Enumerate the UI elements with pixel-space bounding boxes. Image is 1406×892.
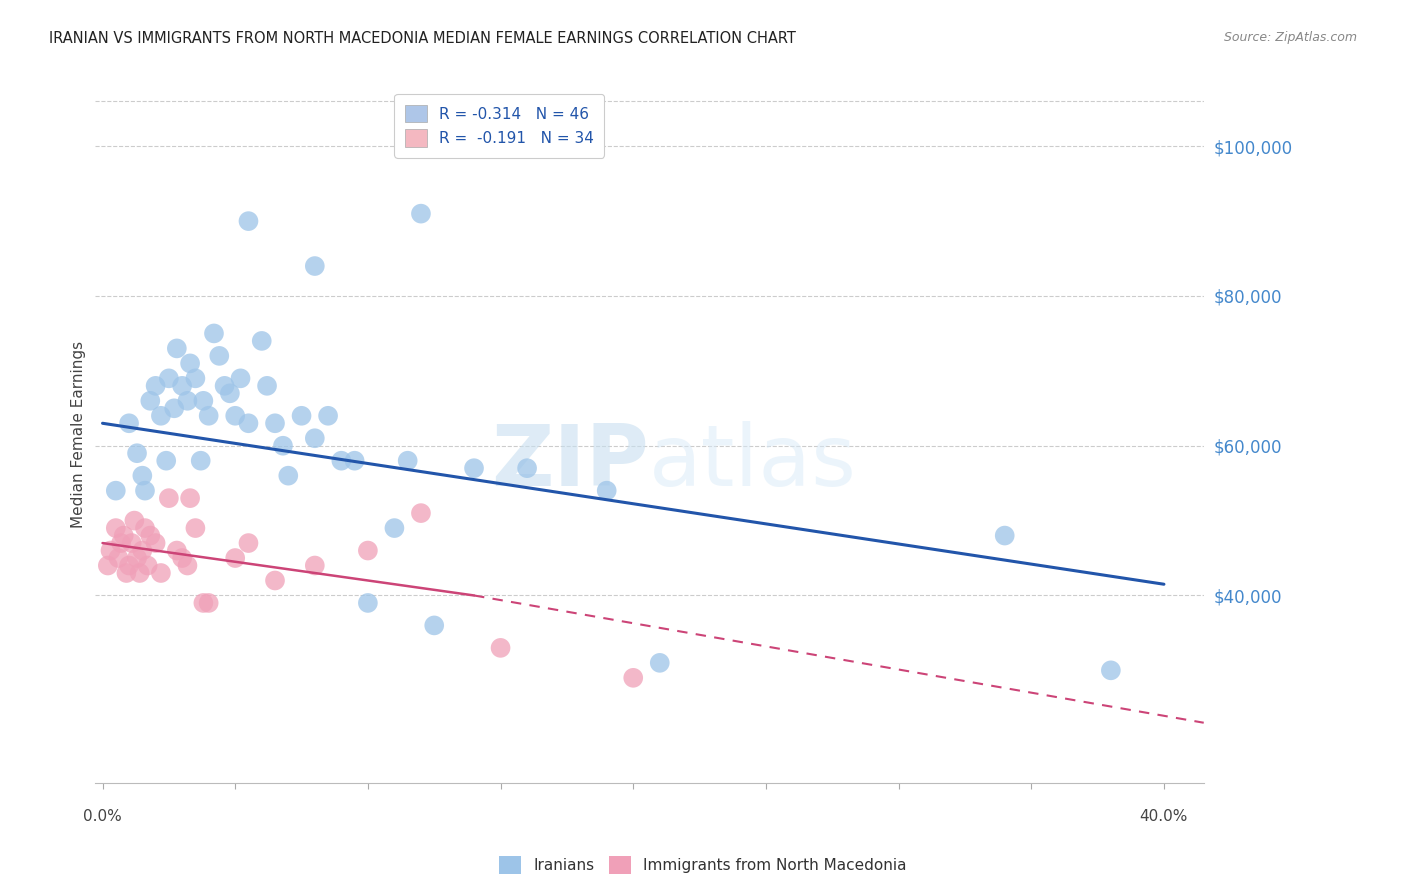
Point — [316, 409, 339, 423]
Point — [131, 468, 153, 483]
Text: IRANIAN VS IMMIGRANTS FROM NORTH MACEDONIA MEDIAN FEMALE EARNINGS CORRELATION CH: IRANIAN VS IMMIGRANTS FROM NORTH MACEDON… — [49, 31, 796, 46]
Point — [104, 483, 127, 498]
Text: atlas: atlas — [650, 421, 858, 504]
Point — [176, 558, 198, 573]
Point — [184, 521, 207, 535]
Point — [134, 483, 156, 498]
Point — [516, 461, 538, 475]
Text: ZIP: ZIP — [492, 421, 650, 504]
Point — [110, 536, 132, 550]
Point — [149, 566, 172, 580]
Point — [304, 431, 326, 445]
Point — [112, 528, 135, 542]
Point — [489, 640, 512, 655]
Point — [136, 558, 159, 573]
Point — [264, 417, 287, 431]
Point — [409, 207, 432, 221]
Point — [197, 596, 219, 610]
Point — [125, 446, 148, 460]
Point — [208, 349, 231, 363]
Point — [139, 528, 162, 542]
Legend: Iranians, Immigrants from North Macedonia: Iranians, Immigrants from North Macedoni… — [494, 850, 912, 880]
Point — [193, 393, 215, 408]
Point — [219, 386, 242, 401]
Point — [343, 453, 366, 467]
Point — [145, 536, 167, 550]
Legend: R = -0.314   N = 46, R =  -0.191   N = 34: R = -0.314 N = 46, R = -0.191 N = 34 — [395, 94, 605, 158]
Point — [330, 453, 353, 467]
Point — [166, 342, 188, 356]
Point — [172, 379, 194, 393]
Point — [184, 371, 207, 385]
Point — [124, 514, 146, 528]
Point — [118, 417, 141, 431]
Point — [134, 521, 156, 535]
Point — [128, 566, 150, 580]
Point — [396, 453, 419, 467]
Point — [304, 259, 326, 273]
Point — [357, 596, 380, 610]
Point — [176, 393, 198, 408]
Point — [994, 528, 1017, 542]
Y-axis label: Median Female Earnings: Median Female Earnings — [72, 341, 86, 528]
Point — [172, 551, 194, 566]
Point — [423, 618, 446, 632]
Point — [121, 536, 143, 550]
Point — [596, 483, 619, 498]
Point — [648, 656, 671, 670]
Point — [115, 566, 138, 580]
Point — [179, 356, 201, 370]
Point — [131, 543, 153, 558]
Point — [224, 551, 246, 566]
Point — [149, 409, 172, 423]
Text: 0.0%: 0.0% — [83, 809, 122, 824]
Point — [304, 558, 326, 573]
Point — [193, 596, 215, 610]
Point — [250, 334, 273, 348]
Point — [125, 551, 148, 566]
Point — [409, 506, 432, 520]
Text: 40.0%: 40.0% — [1140, 809, 1188, 824]
Point — [107, 551, 129, 566]
Point — [238, 214, 260, 228]
Point — [190, 453, 212, 467]
Point — [202, 326, 225, 341]
Point — [224, 409, 246, 423]
Point — [238, 417, 260, 431]
Point — [277, 468, 299, 483]
Point — [463, 461, 485, 475]
Point — [621, 671, 644, 685]
Point — [179, 491, 201, 505]
Point — [271, 439, 294, 453]
Point — [145, 379, 167, 393]
Point — [384, 521, 406, 535]
Point — [264, 574, 287, 588]
Point — [157, 491, 180, 505]
Point — [238, 536, 260, 550]
Point — [155, 453, 177, 467]
Point — [163, 401, 186, 416]
Point — [1099, 663, 1122, 677]
Point — [256, 379, 278, 393]
Point — [104, 521, 127, 535]
Text: Source: ZipAtlas.com: Source: ZipAtlas.com — [1223, 31, 1357, 45]
Point — [139, 393, 162, 408]
Point — [214, 379, 236, 393]
Point — [197, 409, 219, 423]
Point — [357, 543, 380, 558]
Point — [229, 371, 252, 385]
Point — [157, 371, 180, 385]
Point — [97, 558, 120, 573]
Point — [290, 409, 312, 423]
Point — [166, 543, 188, 558]
Point — [118, 558, 141, 573]
Point — [100, 543, 122, 558]
